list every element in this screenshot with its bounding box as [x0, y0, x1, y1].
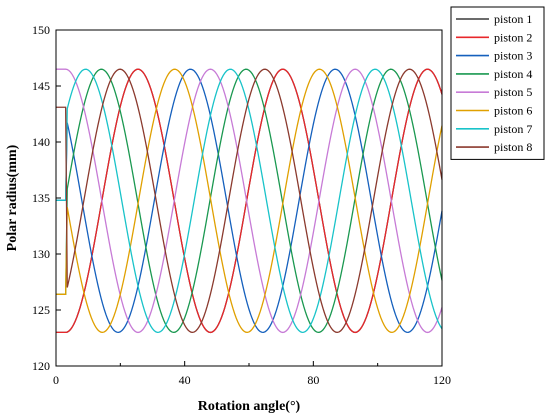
y-tick-label: 140: [32, 135, 50, 149]
y-axis: 120 125 130 135 140 145 150: [32, 23, 61, 373]
y-tick-label: 135: [32, 191, 50, 205]
x-tick-label: 0: [53, 373, 59, 387]
legend-label: piston 1: [494, 12, 532, 26]
x-tick-label: 80: [307, 373, 319, 387]
series-line-4: [56, 68, 443, 334]
series-line-7: [56, 68, 443, 334]
y-tick-label: 145: [32, 79, 50, 93]
x-tick-label: 40: [179, 373, 191, 387]
legend-label: piston 3: [494, 49, 532, 63]
series-line-2: [56, 68, 443, 334]
series-line-3: [56, 68, 443, 334]
x-tick-label: 120: [433, 373, 451, 387]
series-line-8: [56, 68, 443, 334]
legend: piston 1 piston 2 piston 3 piston 4 piston 5…: [450, 6, 545, 160]
legend-label: piston 2: [494, 30, 532, 44]
x-axis-title: Rotation angle(°): [198, 399, 301, 414]
plot-lines: [56, 68, 443, 334]
x-axis: 0 40 80 120: [53, 361, 451, 387]
legend-label: piston 4: [494, 67, 532, 81]
legend-label: piston 7: [494, 122, 532, 136]
legend-label: piston 6: [494, 104, 532, 118]
y-tick-label: 125: [32, 303, 50, 317]
y-tick-label: 120: [32, 359, 50, 373]
y-axis-title: Polar radius(mm): [5, 144, 20, 251]
legend-box: [450, 6, 545, 160]
legend-label: piston 5: [494, 85, 532, 99]
series-line-6: [56, 68, 443, 334]
y-tick-label: 150: [32, 23, 50, 37]
y-tick-label: 130: [32, 247, 50, 261]
legend-label: piston 8: [494, 140, 532, 154]
